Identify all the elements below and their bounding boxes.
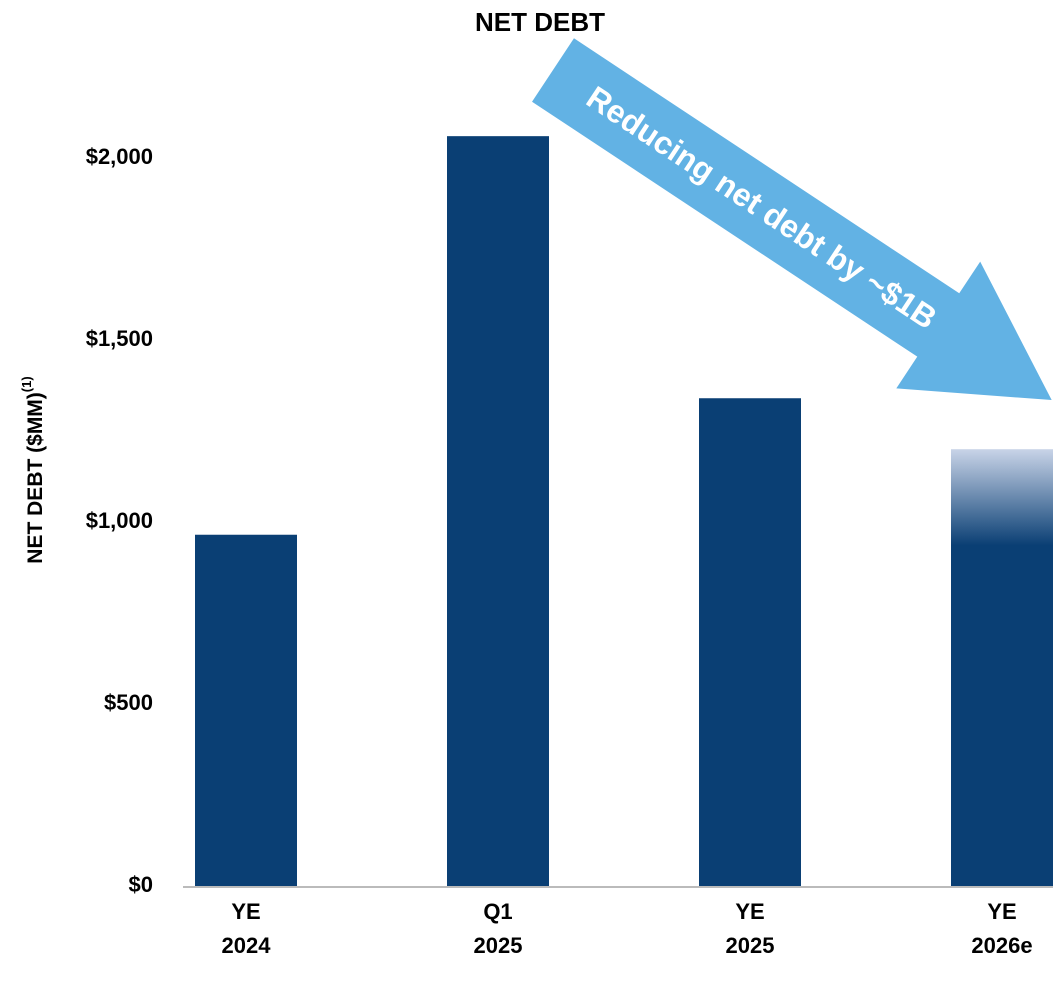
- bar: [195, 534, 297, 886]
- y-axis-title-text: NET DEBT ($MM)(1): [19, 376, 46, 563]
- bar: [699, 398, 801, 886]
- annotation-text: Reducing net debt by ~$1B: [580, 79, 943, 336]
- annotation-arrow: Reducing net debt by ~$1B: [532, 38, 1052, 401]
- chart-title: NET DEBT: [475, 7, 605, 37]
- y-axis-title: NET DEBT ($MM)(1): [19, 376, 46, 563]
- x-tick-label-text: YE 2026e: [971, 899, 1033, 958]
- x-tick-label-text: Q1 2025: [473, 899, 523, 958]
- y-tick-label: $0: [129, 872, 153, 897]
- bar: [951, 449, 1053, 886]
- y-tick-label: $1,000: [86, 508, 153, 533]
- x-tick-label-text: YE 2025: [725, 899, 775, 958]
- x-tick-label: YE 2025: [725, 899, 775, 958]
- x-tick-label: YE 2026e: [971, 899, 1033, 958]
- y-tick-label: $1,500: [86, 326, 153, 351]
- arrow-shape: [532, 38, 1052, 401]
- x-tick-label: Q1 2025: [473, 899, 523, 958]
- x-tick-label-text: YE 2024: [221, 899, 271, 958]
- y-axis-label: NET DEBT ($MM): [24, 392, 47, 564]
- y-tick-label: $500: [104, 690, 153, 715]
- footnote-mark: (1): [19, 376, 34, 392]
- y-tick-label: $2,000: [86, 144, 153, 169]
- bar: [447, 136, 549, 886]
- x-tick-label: YE 2024: [221, 899, 271, 958]
